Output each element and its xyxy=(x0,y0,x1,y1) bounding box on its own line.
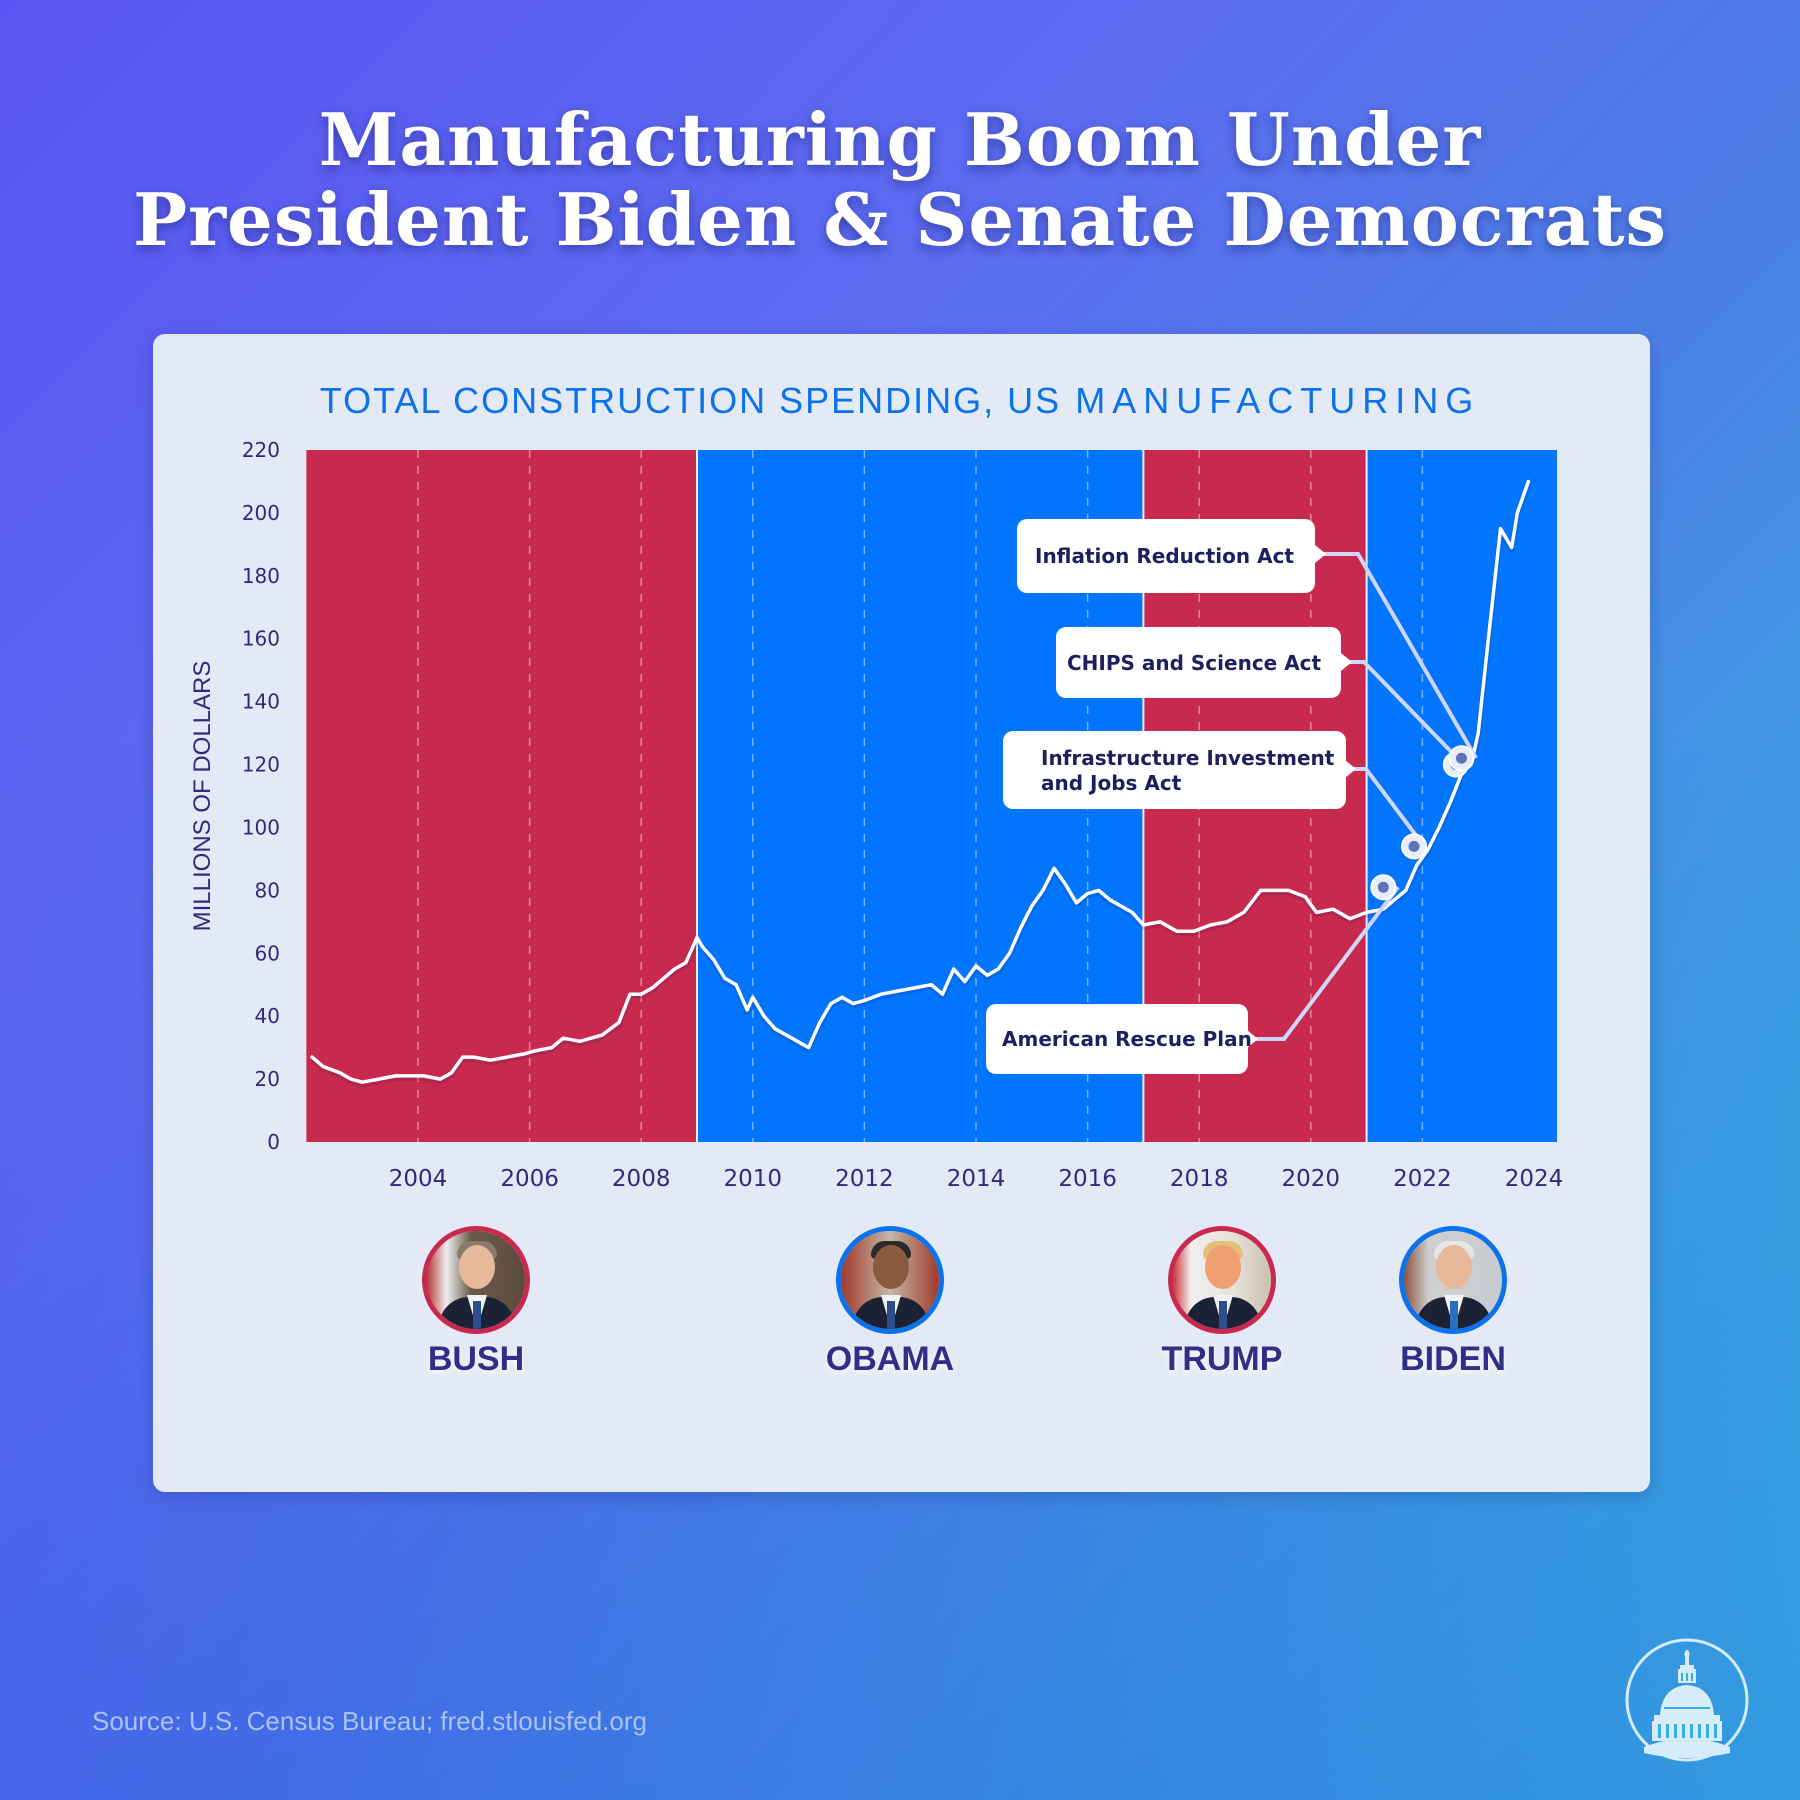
y-tick-label: 180 xyxy=(242,564,280,588)
y-tick-label: 20 xyxy=(255,1067,280,1091)
callout-inflation-reduction-act[interactable]: Inflation Reduction Act xyxy=(1017,519,1326,593)
obama-portrait xyxy=(836,1226,944,1334)
chart-title-part1: TOTAL CONSTRUCTION SPENDING, US xyxy=(319,380,1062,421)
callout-label-line1: Infrastructure Investment xyxy=(1041,746,1335,770)
source-note: Source: U.S. Census Bureau; fred.stlouis… xyxy=(92,1706,647,1736)
annotation-marker-dot xyxy=(1408,840,1420,852)
biden-portrait xyxy=(1399,1226,1507,1334)
y-tick-label: 60 xyxy=(255,941,280,965)
x-tick-label: 2006 xyxy=(500,1166,559,1192)
president-obama: OBAMA xyxy=(790,1226,990,1379)
x-tick-label: 2018 xyxy=(1170,1166,1229,1192)
callout-chips-and-science-act[interactable]: CHIPS and Science Act xyxy=(1056,627,1352,698)
x-tick-label: 2022 xyxy=(1393,1166,1452,1192)
series-line xyxy=(310,479,1531,1084)
y-tick-label: 140 xyxy=(242,690,280,714)
president-bush: BUSH xyxy=(376,1226,576,1379)
president-name: BIDEN xyxy=(1400,1340,1506,1378)
x-tick-label: 2024 xyxy=(1505,1166,1564,1192)
callout-label: American Rescue Plan xyxy=(1002,1027,1252,1051)
trump-portrait xyxy=(1168,1226,1276,1334)
y-tick-label: 200 xyxy=(242,501,280,525)
callout-label-line2: and Jobs Act xyxy=(1041,771,1182,795)
x-axis-ticks: 2004 2006 2008 2010 2012 2014 2016 2018 2020 2022… xyxy=(389,1166,1564,1192)
callout-label: Inflation Reduction Act xyxy=(1035,544,1294,568)
ira-connector xyxy=(1316,552,1478,760)
annotation-marker-dot xyxy=(1377,881,1389,893)
president-biden: BIDEN xyxy=(1353,1226,1553,1379)
y-tick-label: 160 xyxy=(242,627,280,651)
president-name: BUSH xyxy=(427,1340,525,1378)
x-tick-label: 2012 xyxy=(835,1166,894,1192)
title-line-1: Manufacturing Boom Under xyxy=(318,97,1482,182)
callout-infrastructure-investment-and-jobs-act[interactable]: Infrastructure Investment and Jobs Act xyxy=(1003,731,1356,809)
callout-american-rescue-plan[interactable]: American Rescue Plan xyxy=(986,1004,1258,1074)
title-line-2: President Biden & Senate Democrats xyxy=(132,177,1668,262)
y-tick-label: 100 xyxy=(242,815,280,839)
x-tick-label: 2016 xyxy=(1058,1166,1117,1192)
y-tick-label: 0 xyxy=(267,1130,280,1154)
period-band-biden xyxy=(1366,450,1557,1142)
callout-label: CHIPS and Science Act xyxy=(1067,651,1322,675)
x-tick-label: 2014 xyxy=(947,1166,1006,1192)
callouts-group: Inflation Reduction Act CHIPS and Scienc… xyxy=(986,519,1478,1074)
x-tick-label: 2020 xyxy=(1282,1166,1341,1192)
y-tick-label: 80 xyxy=(255,878,280,902)
bush-portrait xyxy=(422,1226,530,1334)
annotation-marker-dot xyxy=(1455,752,1467,764)
president-name: OBAMA xyxy=(825,1340,955,1378)
president-name: TRUMP xyxy=(1161,1340,1283,1378)
y-axis-label: MILLIONS OF DOLLARS xyxy=(189,661,216,932)
y-axis-ticks: 0 20 40 60 80 100 120 140 160 180 200 220 xyxy=(242,438,280,1154)
page-title: Manufacturing Boom Under President Biden… xyxy=(0,100,1800,260)
president-trump: TRUMP xyxy=(1122,1226,1322,1379)
period-band-bush xyxy=(306,450,697,1142)
y-tick-label: 120 xyxy=(242,753,280,777)
chart-title-part2: MANUFACTURING xyxy=(1075,380,1481,421)
y-tick-label: 220 xyxy=(242,438,280,462)
annotation-markers xyxy=(1370,745,1475,901)
arp-connector xyxy=(1252,885,1400,1041)
capitol-dome-icon xyxy=(1625,1638,1749,1762)
series-group xyxy=(310,479,1532,1088)
x-tick-label: 2010 xyxy=(724,1166,783,1192)
x-tick-label: 2008 xyxy=(612,1166,671,1192)
y-tick-label: 40 xyxy=(255,1004,280,1028)
party-bands xyxy=(306,450,1557,1142)
chart-title: TOTAL CONSTRUCTION SPENDING, US MANUFACTU… xyxy=(0,380,1800,422)
x-tick-label: 2004 xyxy=(389,1166,448,1192)
